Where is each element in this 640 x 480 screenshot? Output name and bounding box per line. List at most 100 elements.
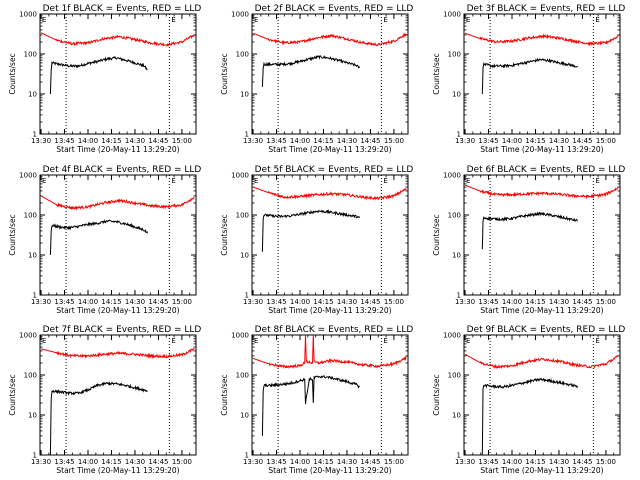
event-marker-label: E (383, 16, 387, 24)
y-tick-label: 1000 (19, 332, 37, 340)
event-marker-label: E (383, 337, 387, 345)
y-tick-label: 1000 (231, 172, 249, 180)
y-tick-label: 1000 (231, 11, 249, 19)
event-marker-label: E (466, 337, 470, 345)
event-marker-label: E (595, 337, 599, 345)
y-axis-label: Counts/sec (220, 214, 229, 255)
series-lld-line (464, 32, 619, 47)
x-axis-label: Start Time (20-May-11 13:29:20) (268, 306, 391, 315)
panel-title: Det 8f BLACK = Events, RED = LLD (255, 325, 414, 335)
y-axis-label: Counts/sec (432, 374, 441, 415)
x-tick-label: 14:00 (290, 458, 310, 466)
plot-frame (251, 13, 409, 135)
y-tick-label: 1 (245, 452, 249, 460)
series-lld-line (40, 32, 195, 47)
event-marker-label: E (466, 177, 470, 185)
x-tick-label: 14:15 (313, 137, 333, 145)
x-tick-label: 13:45 (478, 458, 498, 466)
x-tick-label: 14:30 (549, 458, 569, 466)
y-tick-label: 10 (28, 412, 37, 420)
plot-frame (251, 334, 409, 456)
panel-title: Det 9f BLACK = Events, RED = LLD (467, 325, 626, 335)
series-events-line (261, 375, 360, 436)
event-marker-label: E (595, 16, 599, 24)
x-tick-label: 14:30 (125, 137, 145, 145)
y-axis-label: Counts/sec (432, 214, 441, 255)
panel-det-9: Det 9f BLACK = Events, RED = LLD 1000 100 1… (432, 325, 625, 475)
x-tick-label: 14:00 (78, 458, 98, 466)
x-tick-label: 15:00 (172, 458, 192, 466)
x-tick-label: 13:45 (54, 137, 74, 145)
event-marker-label: E (42, 177, 46, 185)
x-tick-label: 14:15 (525, 458, 545, 466)
plot-frame (251, 174, 409, 296)
x-tick-label: 13:45 (54, 458, 74, 466)
y-tick-label: 10 (240, 412, 249, 420)
series-events-line (49, 219, 148, 256)
series-events-line (481, 377, 579, 456)
panel-det-3: Det 3f BLACK = Events, RED = LLD 1000 100 1… (432, 4, 625, 154)
panel-det-2: Det 2f BLACK = Events, RED = LLD 1000 100 1… (220, 4, 413, 154)
x-tick-label: 14:00 (502, 298, 522, 306)
x-axis-label: Start Time (20-May-11 13:29:20) (268, 145, 391, 154)
y-tick-label: 1000 (443, 172, 461, 180)
x-tick-label: 14:30 (125, 298, 145, 306)
series-events-line (261, 55, 360, 88)
series-events-line (49, 381, 148, 456)
y-axis-label: Counts/sec (432, 53, 441, 94)
plot-frame (39, 13, 197, 135)
x-tick-label: 14:00 (502, 137, 522, 145)
x-tick-label: 14:45 (360, 458, 380, 466)
y-tick-label: 1 (33, 292, 37, 300)
panel-title: Det 2f BLACK = Events, RED = LLD (255, 4, 414, 14)
panel-det-5: Det 5f BLACK = Events, RED = LLD 1000 100 1… (220, 165, 413, 315)
y-tick-label: 10 (28, 252, 37, 260)
x-tick-label: 13:45 (478, 137, 498, 145)
y-tick-label: 100 (24, 51, 37, 59)
x-axis-label: Start Time (20-May-11 13:29:20) (480, 306, 603, 315)
y-tick-label: 100 (24, 212, 37, 220)
panel-det-4: Det 4f BLACK = Events, RED = LLD 1000 100 1… (8, 165, 201, 315)
x-axis-label: Start Time (20-May-11 13:29:20) (56, 306, 179, 315)
y-tick-label: 1000 (19, 172, 37, 180)
x-tick-label: 14:45 (360, 298, 380, 306)
x-tick-label: 14:15 (101, 298, 121, 306)
y-tick-label: 10 (28, 91, 37, 99)
x-tick-label: 13:30 (455, 137, 475, 145)
series-lld-line (464, 184, 619, 200)
x-axis-label: Start Time (20-May-11 13:29:20) (480, 466, 603, 475)
x-axis-label: Start Time (20-May-11 13:29:20) (56, 466, 179, 475)
x-tick-label: 14:00 (502, 458, 522, 466)
x-tick-label: 14:15 (101, 137, 121, 145)
x-tick-label: 14:15 (525, 137, 545, 145)
x-tick-label: 14:15 (525, 298, 545, 306)
x-tick-label: 15:00 (384, 298, 404, 306)
panel-title: Det 5f BLACK = Events, RED = LLD (255, 165, 414, 175)
y-tick-label: 10 (240, 252, 249, 260)
y-tick-label: 1 (33, 452, 37, 460)
x-tick-label: 14:00 (290, 298, 310, 306)
x-tick-label: 14:15 (101, 458, 121, 466)
x-tick-label: 13:30 (31, 137, 51, 145)
x-tick-label: 13:45 (266, 458, 286, 466)
series-lld-line (252, 32, 407, 47)
y-tick-label: 100 (448, 372, 461, 380)
x-tick-label: 13:30 (455, 458, 475, 466)
series-lld-line (252, 186, 407, 201)
x-tick-label: 15:00 (384, 137, 404, 145)
x-tick-label: 15:00 (596, 458, 616, 466)
x-tick-label: 13:30 (455, 298, 475, 306)
panel-title: Det 4f BLACK = Events, RED = LLD (43, 165, 202, 175)
x-tick-label: 14:45 (572, 298, 592, 306)
x-tick-label: 14:00 (290, 137, 310, 145)
x-tick-label: 14:30 (549, 137, 569, 145)
series-events-line (481, 57, 579, 95)
x-tick-label: 13:45 (54, 298, 74, 306)
y-tick-label: 100 (448, 51, 461, 59)
x-tick-label: 13:45 (266, 298, 286, 306)
y-axis-label: Counts/sec (8, 374, 17, 415)
x-tick-label: 14:15 (313, 298, 333, 306)
series-events-line (261, 208, 360, 252)
event-marker-label: E (466, 16, 470, 24)
x-tick-label: 14:00 (78, 137, 98, 145)
